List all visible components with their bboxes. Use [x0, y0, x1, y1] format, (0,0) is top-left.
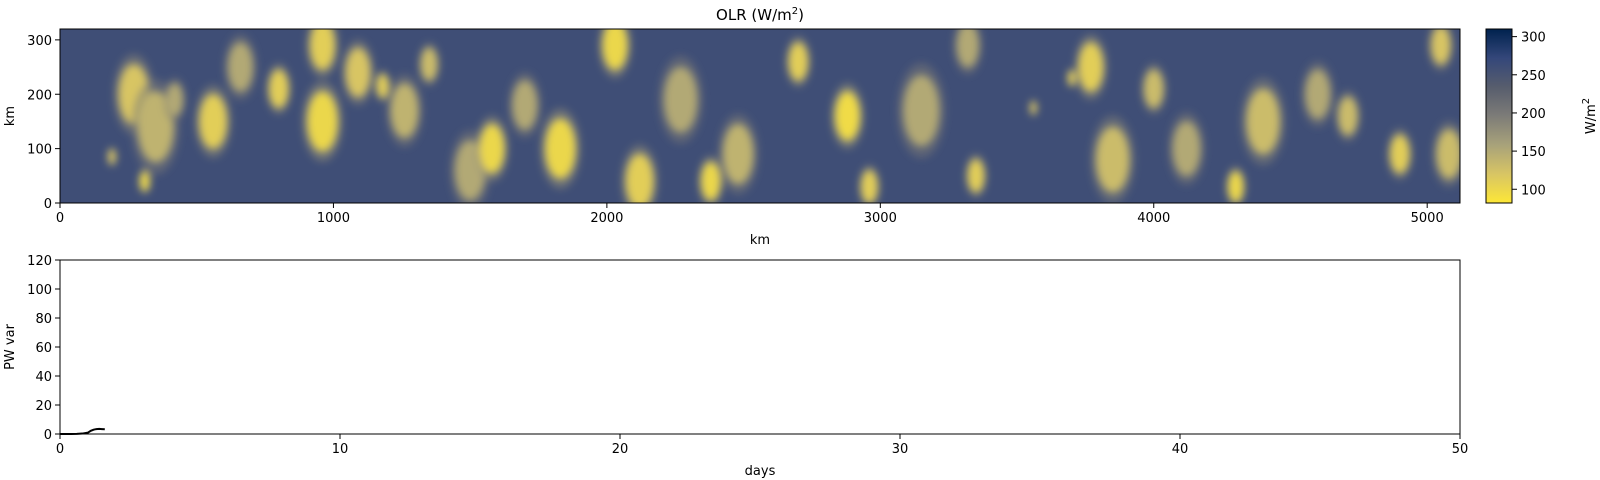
- heatmap-x-tick-label: 5000: [1411, 211, 1444, 226]
- line-y-tick-label: 20: [35, 399, 52, 414]
- heatmap-cloud: [1172, 121, 1201, 176]
- heatmap-title: OLR (W/m2): [716, 6, 804, 24]
- line-y-tick-label: 100: [27, 283, 52, 298]
- heatmap-cloud: [345, 48, 371, 97]
- line-x-tick-label: 20: [612, 442, 629, 457]
- heatmap-cloud: [420, 48, 438, 81]
- heatmap-y-tick-label: 200: [27, 88, 52, 103]
- heatmap-cloud: [479, 124, 505, 174]
- pw-var-line: [60, 427, 105, 435]
- colorbar-ticks: 100 150 200 250 300: [1512, 31, 1546, 198]
- line-y-ticks: 0 20 40 60 80 100 120: [27, 254, 60, 443]
- heatmap-x-tick-label: 4000: [1137, 211, 1170, 226]
- line-y-tick-label: 0: [44, 428, 52, 443]
- line-x-tick-label: 30: [892, 442, 909, 457]
- heatmap-x-tick-label: 2000: [590, 211, 623, 226]
- heatmap-y-tick-label: 0: [44, 197, 52, 212]
- heatmap-panel: OLR (W/m2) 0 1000 2000 3000 4000 5000 0 100 200…: [3, 6, 1461, 248]
- heatmap-frame: [59, 28, 1461, 204]
- heatmap-x-tick-label: 3000: [864, 211, 897, 226]
- heatmap-cloud: [626, 154, 654, 203]
- heatmap-cloud-layer: [106, 29, 1460, 203]
- heatmap-cloud: [788, 42, 808, 81]
- colorbar: 100 150 200 250 300 W/m2: [1485, 28, 1599, 204]
- heatmap-cloud: [166, 83, 184, 116]
- line-x-tick-label: 40: [1172, 442, 1189, 457]
- heatmap-ylabel: km: [3, 106, 18, 126]
- line-panel: 0 10 20 30 40 50 0 20 40 60 80 100 120 days PW var: [3, 254, 1468, 479]
- heatmap-cloud: [723, 124, 754, 184]
- heatmap-cloud: [269, 69, 289, 108]
- line-x-tick-label: 50: [1452, 442, 1469, 457]
- line-y-tick-label: 120: [27, 254, 52, 269]
- colorbar-label: W/m2: [1581, 98, 1599, 134]
- heatmap-cloud: [1436, 129, 1460, 179]
- heatmap-y-tick-label: 300: [27, 34, 52, 49]
- heatmap-cloud: [1096, 126, 1130, 193]
- heatmap-cloud: [139, 171, 150, 192]
- line-plot-area: [59, 259, 1461, 435]
- heatmap-cloud: [376, 74, 389, 99]
- heatmap-cloud: [1305, 69, 1331, 119]
- heatmap-xlabel: km: [750, 233, 770, 248]
- heatmap-x-tick-label: 0: [56, 211, 64, 226]
- heatmap-cloud: [1078, 42, 1104, 92]
- heatmap-cloud: [903, 75, 940, 146]
- heatmap-cloud: [664, 67, 698, 133]
- colorbar-tick-label: 100: [1521, 183, 1546, 198]
- heatmap-cloud: [137, 91, 174, 163]
- heatmap-x-ticks: 0 1000 2000 3000 4000 5000: [56, 203, 1444, 226]
- heatmap-cloud: [390, 83, 419, 138]
- colorbar-tick-label: 150: [1521, 145, 1546, 160]
- heatmap-y-ticks: 0 100 200 300: [27, 34, 60, 212]
- heatmap-cloud: [307, 91, 338, 152]
- heatmap-cloud: [602, 29, 628, 70]
- line-y-tick-label: 40: [35, 370, 52, 385]
- line-y-tick-label: 80: [35, 312, 52, 327]
- heatmap-background: [60, 29, 1460, 203]
- heatmap-cloud: [545, 118, 576, 179]
- line-ylabel: PW var: [3, 323, 18, 369]
- heatmap-cloud: [512, 80, 538, 130]
- heatmap-cloud: [228, 42, 253, 92]
- heatmap-cloud: [835, 91, 860, 141]
- heatmap-cloud: [701, 162, 721, 201]
- heatmap-cloud: [1431, 29, 1451, 65]
- line-series-layer: [60, 427, 105, 435]
- heatmap-cloud: [1144, 69, 1164, 108]
- line-xlabel: days: [745, 464, 776, 479]
- heatmap-cloud: [967, 159, 985, 193]
- heatmap-cloud: [1246, 88, 1280, 155]
- line-x-tick-label: 0: [56, 442, 64, 457]
- heatmap-y-tick-label: 100: [27, 143, 52, 158]
- heatmap-cloud: [1338, 96, 1358, 136]
- heatmap-x-tick-label: 1000: [317, 211, 350, 226]
- heatmap-cloud: [1228, 171, 1244, 202]
- colorbar-tick-label: 200: [1521, 107, 1546, 122]
- line-y-tick-label: 60: [35, 341, 52, 356]
- colorbar-tick-label: 250: [1521, 69, 1546, 84]
- heatmap-cloud: [1390, 135, 1410, 174]
- heatmap-cloud: [956, 29, 979, 68]
- colorbar-bar: [1485, 28, 1513, 204]
- heatmap-cloud: [199, 94, 227, 149]
- colorbar-tick-label: 300: [1521, 31, 1546, 46]
- heatmap-cloud: [861, 170, 878, 203]
- heatmap-cloud: [1030, 101, 1037, 115]
- heatmap-cloud: [1067, 70, 1076, 86]
- heatmap-cloud: [108, 149, 116, 165]
- line-x-tick-label: 10: [332, 442, 349, 457]
- heatmap-cloud: [310, 29, 335, 70]
- line-x-ticks: 0 10 20 30 40 50: [56, 434, 1468, 457]
- heatmap-plot: [60, 29, 1460, 203]
